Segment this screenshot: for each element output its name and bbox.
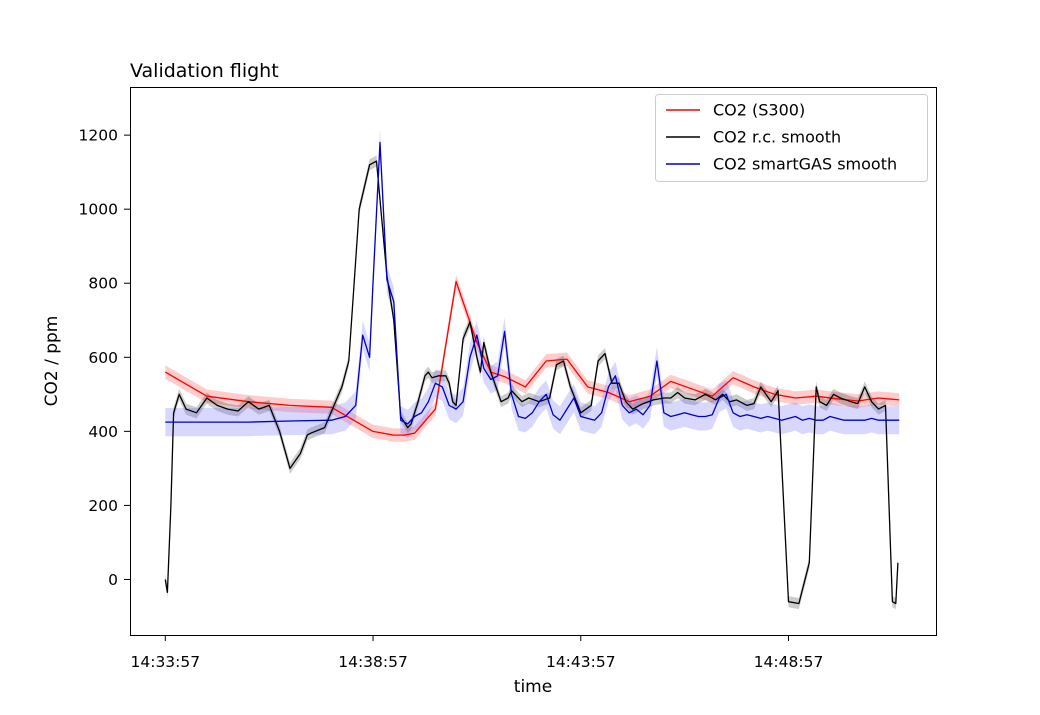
x-tick-label: 14:38:57 <box>338 653 408 671</box>
y-tick-label: 1200 <box>79 127 118 145</box>
x-tick-label: 14:43:57 <box>546 653 616 671</box>
chart-title: Validation flight <box>130 60 279 82</box>
legend-label: CO2 r.c. smooth <box>713 128 841 147</box>
series-band-3 <box>165 128 900 438</box>
legend: CO2 (S300) CO2 r.c. smooth CO2 smartGAS sm… <box>655 94 928 182</box>
legend-label: CO2 (S300) <box>713 101 805 120</box>
x-tick-label: 14:48:57 <box>754 653 824 671</box>
y-tick-label: 200 <box>88 497 118 515</box>
series-line-2 <box>164 160 899 605</box>
legend-box <box>655 94 928 182</box>
y-tick-label: 600 <box>88 349 118 367</box>
series-lines <box>164 141 900 605</box>
y-tick-label: 800 <box>88 275 118 293</box>
x-axis-label: time <box>514 677 552 697</box>
y-tick-label: 1000 <box>79 201 118 219</box>
series-line-3 <box>165 141 900 425</box>
x-axis: 14:33:57 14:38:57 14:43:57 14:48:57 <box>131 635 824 671</box>
legend-label: CO2 smartGAS smooth <box>713 155 897 174</box>
y-axis-label: CO2 / ppm <box>42 316 62 407</box>
y-tick-label: 0 <box>108 571 118 589</box>
y-axis: 0 200 400 600 800 1000 1200 <box>79 127 130 589</box>
plot-frame <box>130 87 937 636</box>
y-tick-label: 400 <box>88 423 118 441</box>
series-line-1 <box>164 280 900 436</box>
series-bands <box>165 128 900 610</box>
x-tick-label: 14:33:57 <box>131 653 201 671</box>
